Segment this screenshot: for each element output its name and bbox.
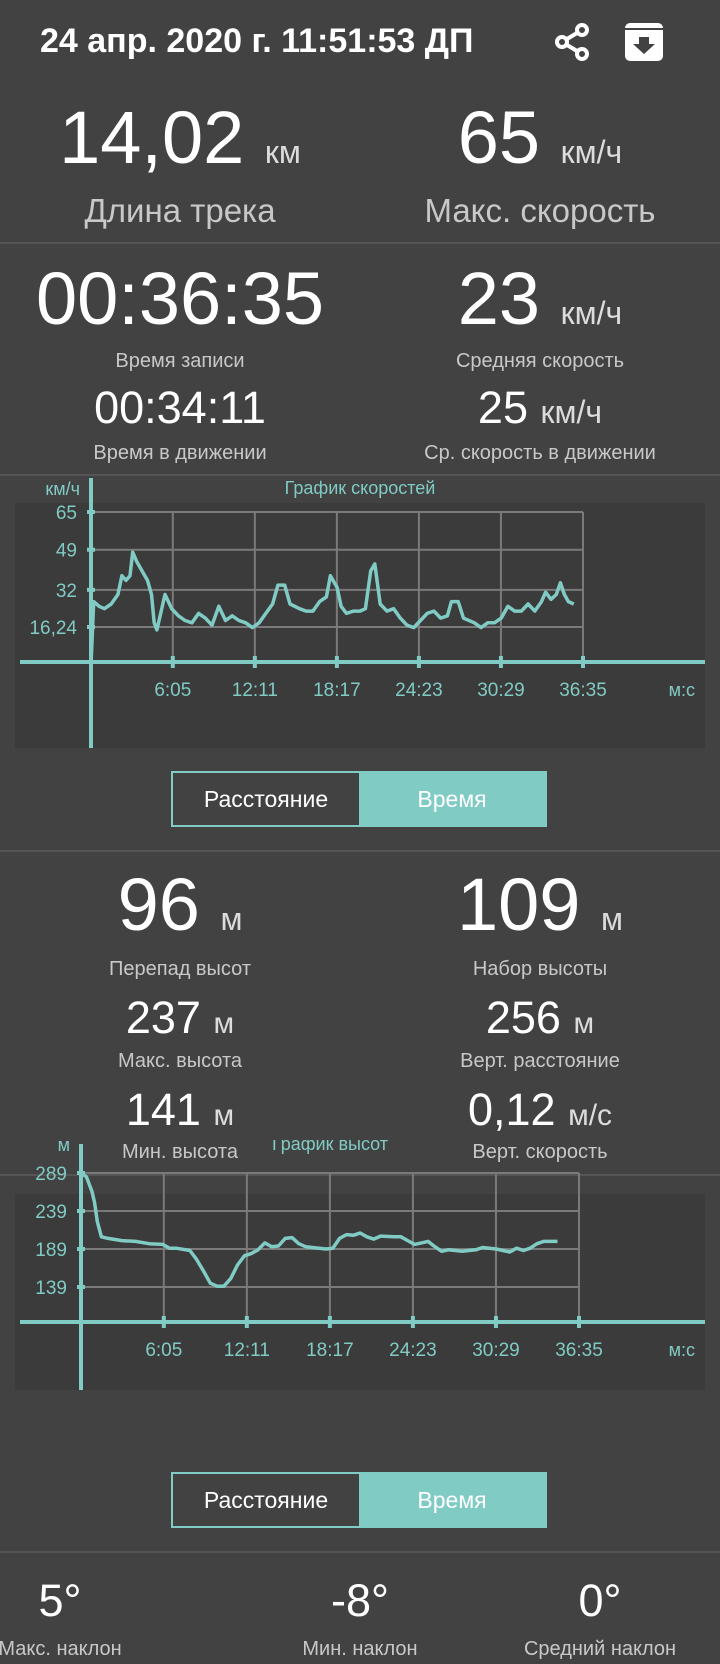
x-tick-label: 12:11 (232, 680, 278, 701)
track-length: 14,02 км (59, 96, 301, 179)
track-length-label: Длина трека (84, 192, 276, 229)
vertical-distance: 256 м (485, 992, 595, 1043)
altitude-diff: 96 м (117, 863, 243, 946)
y-tick-label: 32 (56, 581, 77, 602)
speed-chart: График скоростей 16,24 32 49 65 6:05 12:11 18:1… (15, 478, 705, 748)
record-time: 00:36:35 (35, 257, 325, 340)
x-tick-label: 36:35 (555, 1340, 603, 1361)
divider (0, 474, 720, 476)
x-tick-label: 24:23 (389, 1340, 437, 1361)
min-slope: -8° (330, 1575, 389, 1626)
y-tick-label: 139 (35, 1278, 67, 1299)
x-tick-label: 12:11 (224, 1340, 270, 1361)
distance-toggle-button[interactable]: Расстояние (203, 1486, 329, 1513)
record-time-label: Время записи (115, 350, 245, 372)
y-tick-label: 49 (56, 541, 77, 562)
vertical-speed-label: Верт. скорость (472, 1141, 608, 1163)
divider (0, 1551, 720, 1553)
x-tick-label: 30:29 (472, 1340, 520, 1361)
distance-toggle-button[interactable]: Расстояние (203, 785, 329, 812)
x-tick-label: 6:05 (145, 1340, 182, 1361)
altitude-chart: График высот 139 189 239 289 6:05 12:11 18:17 24… (15, 1140, 705, 1390)
y-tick-label: 189 (35, 1240, 67, 1261)
divider (0, 1174, 720, 1176)
x-tick-label: 36:35 (559, 680, 607, 701)
y-tick-label: 16,24 (29, 618, 77, 639)
min-altitude-label: Мин. высота (122, 1141, 238, 1163)
x-tick-label: 6:05 (154, 680, 191, 701)
max-speed-label: Макс. скорость (424, 192, 656, 229)
track-date-title: 24 апр. 2020 г. 11:51:53 ДП (40, 22, 474, 60)
avg-slope: 0° (578, 1575, 622, 1626)
max-speed: 65 км/ч (457, 96, 623, 179)
avg-moving-speed: 25 км/ч (477, 382, 603, 433)
avg-slope-label: Средний наклон (523, 1638, 677, 1660)
max-slope: 5° (38, 1575, 82, 1626)
max-slope-label: Макс. наклон (0, 1638, 122, 1660)
y-axis-unit: м (58, 1140, 70, 1155)
moving-time: 00:34:11 (94, 382, 266, 433)
min-altitude: 141 м (125, 1084, 235, 1135)
x-tick-label: 24:23 (395, 680, 443, 701)
altitude-gain: 109 м (456, 863, 624, 946)
avg-moving-speed-label: Ср. скорость в движении (424, 442, 656, 464)
share-icon[interactable] (550, 20, 594, 64)
time-toggle-button[interactable]: Время (359, 1474, 545, 1526)
chart-background (15, 1194, 705, 1390)
altitude-diff-label: Перепад высот (109, 958, 251, 980)
altitude-gain-label: Набор высоты (472, 958, 608, 980)
max-altitude: 237 м (125, 992, 235, 1043)
avg-speed-label: Средняя скорость (455, 350, 625, 372)
divider (0, 242, 720, 244)
altitude-line (79, 1171, 558, 1288)
archive-download-icon[interactable] (622, 20, 666, 64)
altitude-chart-axis-toggle[interactable]: Расстояние Время (171, 1472, 547, 1528)
x-tick-label: 30:29 (477, 680, 525, 701)
y-axis-unit: км/ч (45, 479, 80, 499)
moving-time-label: Время в движении (93, 442, 267, 464)
vertical-speed: 0,12 м/с (467, 1084, 613, 1135)
x-tick-label: 18:17 (313, 680, 361, 701)
x-axis-unit: м:с (669, 1340, 695, 1360)
time-toggle-button[interactable]: Время (359, 773, 545, 825)
chart-title: График высот (272, 1140, 388, 1154)
vertical-distance-label: Верт. расстояние (460, 1050, 620, 1072)
chart-title: График скоростей (285, 478, 436, 498)
x-tick-label: 18:17 (306, 1340, 354, 1361)
x-axis-unit: м:с (669, 680, 695, 700)
chart-background (15, 503, 705, 748)
y-tick-label: 65 (56, 503, 77, 524)
y-tick-label: 289 (35, 1164, 67, 1185)
min-slope-label: Мин. наклон (302, 1638, 418, 1660)
speed-chart-axis-toggle[interactable]: Расстояние Время (171, 771, 547, 827)
max-altitude-label: Макс. высота (117, 1050, 243, 1072)
avg-speed: 23 км/ч (457, 257, 623, 340)
y-tick-label: 239 (35, 1202, 67, 1223)
divider (0, 850, 720, 852)
speed-line (89, 550, 575, 666)
